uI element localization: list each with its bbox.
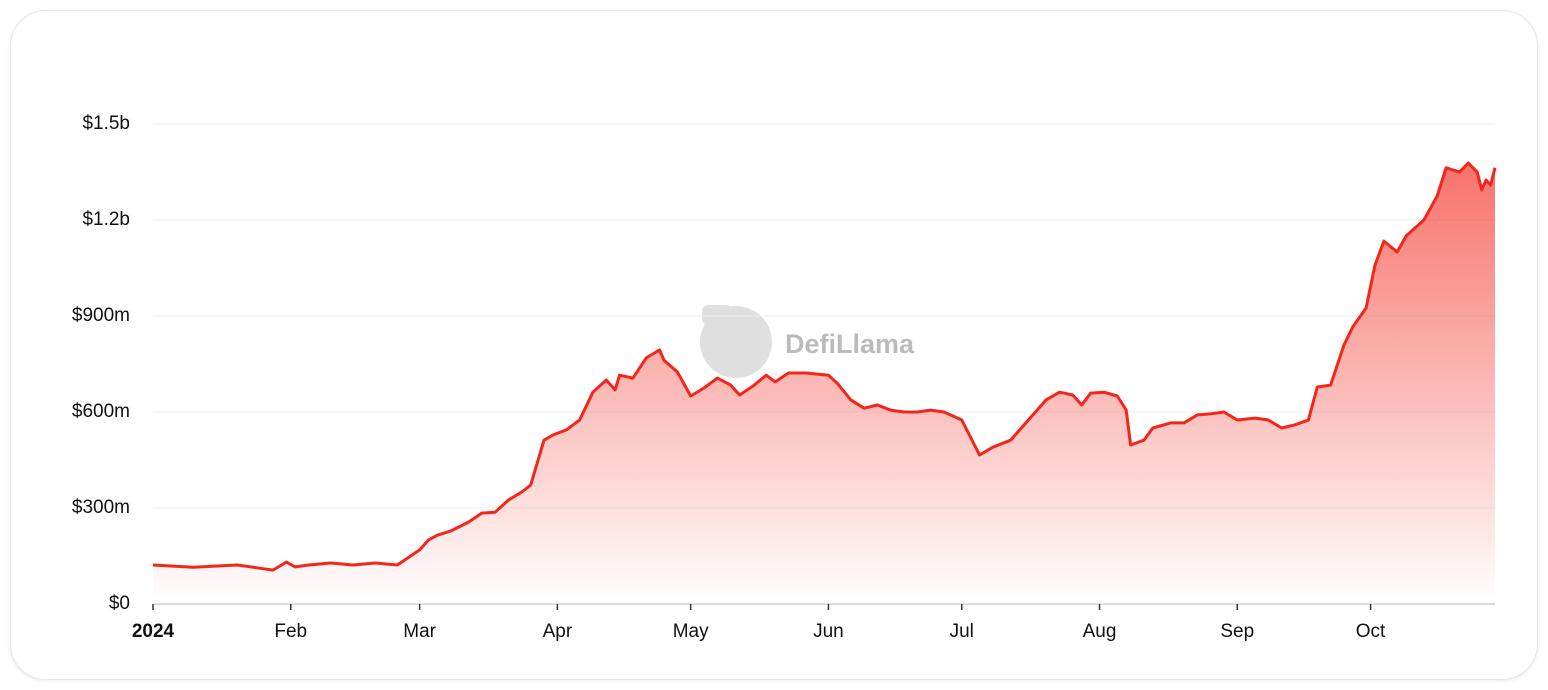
y-tick-label: $0 [109,593,130,614]
x-tick-label: 2024 [132,621,175,642]
x-tick-label: Jul [950,621,974,642]
y-tick-label: $1.2b [82,209,130,230]
x-tick-label: Apr [543,621,573,642]
y-tick-label: $600m [72,401,130,422]
x-tick-label: Sep [1220,621,1254,642]
watermark-logo [700,305,772,378]
x-tick-label: Aug [1083,621,1117,642]
y-tick-label: $1.5b [82,113,130,134]
x-tick-label: Oct [1356,621,1386,642]
x-tick-label: Mar [403,621,436,642]
x-tick-label: Feb [274,621,307,642]
x-tick-label: Jun [813,621,844,642]
area-fill [153,163,1495,604]
y-tick-label: $900m [72,305,130,326]
x-tick-label: May [673,621,709,642]
y-tick-label: $300m [72,497,130,518]
watermark: DefiLlama [785,329,915,359]
line [152,161,1497,572]
